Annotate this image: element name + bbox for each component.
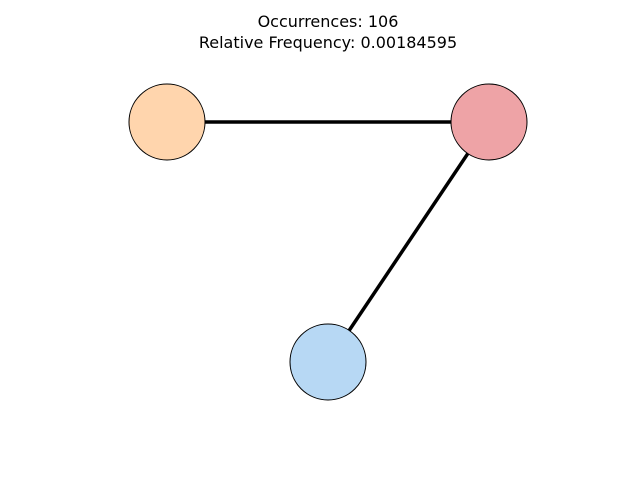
node-n3 (289, 323, 367, 401)
edge-n2-n3 (326, 121, 491, 363)
node-n1 (128, 83, 206, 161)
node-n2 (450, 83, 528, 161)
occurrences-label: Occurrences: 106 (257, 12, 399, 31)
relative-frequency-label: Relative Frequency: 0.00184595 (198, 33, 458, 52)
graph-title: Occurrences: 106 Relative Frequency: 0.0… (0, 11, 640, 53)
